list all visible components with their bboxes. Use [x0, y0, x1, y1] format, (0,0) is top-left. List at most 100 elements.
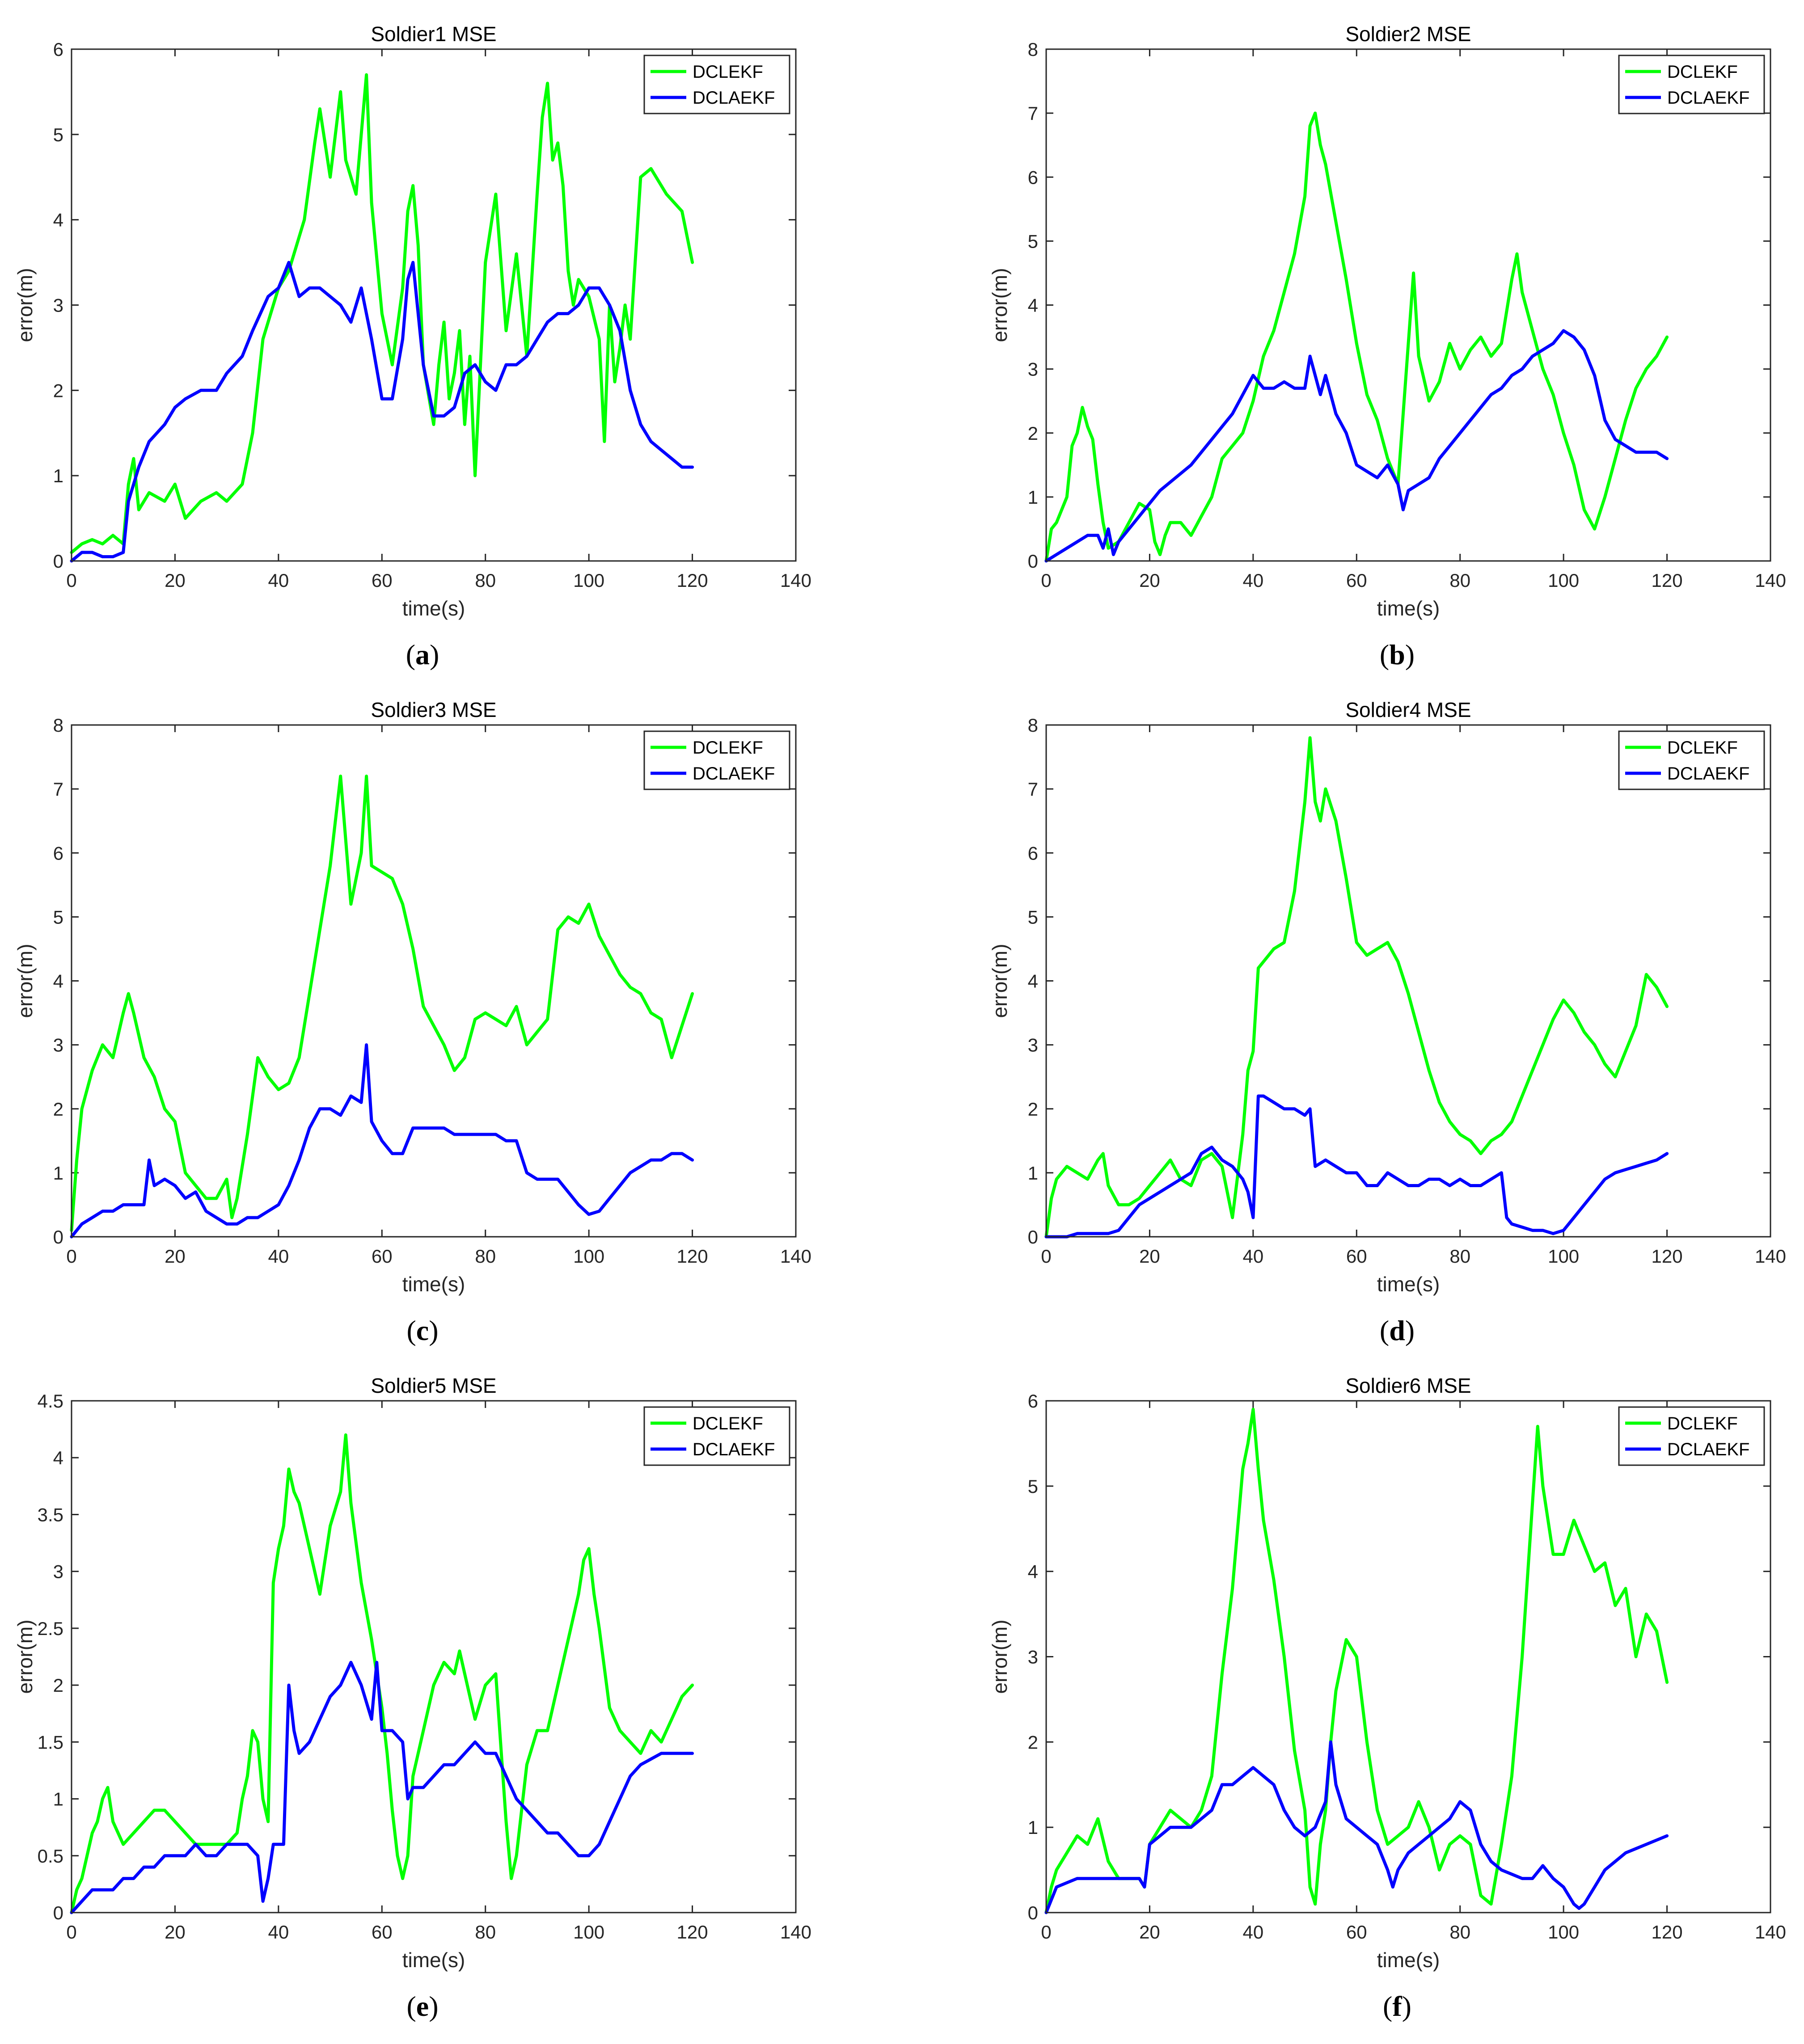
- legend-label-dclaekf: DCLAEKF: [693, 88, 775, 108]
- y-axis-label: error(m): [988, 1619, 1011, 1694]
- legend-label-dclaekf: DCLAEKF: [1667, 764, 1750, 784]
- x-tick-label: 80: [475, 1922, 496, 1943]
- y-tick-label: 2: [1028, 1732, 1038, 1753]
- y-tick-label: 6: [1028, 843, 1038, 864]
- x-tick-label: 20: [1139, 1246, 1160, 1267]
- y-tick-label: 6: [53, 39, 63, 60]
- series-line-dclaekf: [70, 1660, 694, 1914]
- y-tick-label: 8: [53, 715, 63, 736]
- x-tick-label: 80: [1449, 1246, 1470, 1267]
- y-tick-label: 2: [53, 380, 63, 401]
- y-tick-label: 5: [1028, 906, 1038, 927]
- caption-c: (c): [406, 1315, 439, 1346]
- y-tick-label: 5: [1028, 1476, 1038, 1497]
- y-tick-label: 3.5: [38, 1504, 63, 1525]
- legend-label-dclekf: DCLEKF: [693, 738, 763, 758]
- legend-box: [643, 730, 790, 790]
- plot-area: [72, 1401, 796, 1913]
- y-tick-label: 4.5: [38, 1391, 63, 1412]
- y-tick-label: 7: [1028, 103, 1038, 124]
- x-tick-label: 140: [780, 1922, 811, 1943]
- x-tick-label: 60: [1346, 1922, 1367, 1943]
- plot-area: [72, 49, 796, 561]
- x-tick-label: 20: [1139, 570, 1160, 591]
- y-axis-label: error(m): [13, 944, 37, 1018]
- x-tick-label: 40: [268, 1246, 289, 1267]
- x-tick-label: 40: [268, 1922, 289, 1943]
- x-tick-label: 100: [1548, 570, 1579, 591]
- chart-panel-6: 0 20 40 60 80 100 120 140 0 1 2 3 4 5 6 Soldier6 MSE tim…: [988, 1374, 1786, 1972]
- x-tick-label: 120: [677, 1922, 708, 1943]
- x-axis-label: time(s): [1377, 1273, 1440, 1296]
- x-tick-label: 60: [1346, 1246, 1367, 1267]
- x-tick-label: 80: [475, 570, 496, 591]
- y-tick-label: 5: [53, 906, 63, 927]
- legend-label-dclaekf: DCLAEKF: [1667, 88, 1750, 108]
- legend: DCLEKF DCLAEKF: [1618, 55, 1765, 114]
- y-tick-label: 2: [1028, 423, 1038, 444]
- series-line-dclaekf: [1044, 1094, 1669, 1239]
- legend-label-dclekf: DCLEKF: [693, 1414, 763, 1433]
- y-tick-label: 4: [53, 210, 63, 231]
- chart-title: Soldier2 MSE: [1345, 22, 1471, 46]
- x-tick-label: 60: [372, 1922, 393, 1943]
- y-tick-label: 2: [53, 1675, 63, 1696]
- y-axis-label: error(m): [13, 268, 37, 342]
- y-tick-label: 0: [53, 551, 63, 572]
- x-axis-label: time(s): [402, 1273, 465, 1296]
- y-tick-label: 1: [53, 465, 63, 486]
- legend-box: [1618, 55, 1765, 114]
- x-tick-label: 20: [165, 1246, 186, 1267]
- y-tick-label: 0: [1028, 1226, 1038, 1247]
- series-line-dclaekf: [70, 261, 694, 563]
- y-tick-label: 3: [53, 1561, 63, 1582]
- x-tick-label: 140: [1755, 1246, 1786, 1267]
- plot-frame: [1045, 1400, 1771, 1913]
- series-line-dclekf: [70, 1433, 694, 1914]
- caption-f: (f): [1383, 1990, 1411, 2022]
- y-tick-label: 0: [1028, 551, 1038, 572]
- legend-label-dclekf: DCLEKF: [1667, 1414, 1738, 1433]
- y-tick-label: 0: [53, 1226, 63, 1247]
- y-tick-label: 1: [1028, 1817, 1038, 1838]
- series-line-dclaekf: [1044, 1740, 1669, 1914]
- legend: DCLEKF DCLAEKF: [1618, 730, 1765, 790]
- legend-label-dclaekf: DCLAEKF: [693, 1440, 775, 1459]
- x-axis-label: time(s): [1377, 1948, 1440, 1972]
- y-tick-label: 0: [1028, 1902, 1038, 1923]
- x-tick-label: 120: [1652, 1246, 1683, 1267]
- chart-panel-2: 0 20 40 60 80 100 120 140 0 1 2 3 4 5 6 7 8 Soldier2 MSE t…: [988, 22, 1786, 620]
- y-tick-label: 3: [1028, 1647, 1038, 1668]
- plot-frame: [71, 724, 797, 1238]
- y-tick-label: 4: [1028, 971, 1038, 992]
- plot-area: [72, 725, 796, 1237]
- x-tick-label: 0: [66, 1922, 76, 1943]
- y-axis-label: error(m): [988, 268, 1011, 342]
- x-tick-label: 60: [1346, 570, 1367, 591]
- x-tick-label: 120: [1652, 570, 1683, 591]
- chart-title: Soldier1 MSE: [371, 22, 496, 46]
- x-tick-label: 20: [1139, 1922, 1160, 1943]
- legend-box: [643, 55, 790, 114]
- x-tick-label: 40: [1242, 1922, 1263, 1943]
- x-tick-label: 140: [780, 570, 811, 591]
- x-tick-label: 100: [1548, 1246, 1579, 1267]
- y-tick-label: 3: [53, 295, 63, 316]
- y-tick-label: 1.5: [38, 1732, 63, 1753]
- y-tick-label: 6: [53, 843, 63, 864]
- x-tick-label: 100: [573, 570, 604, 591]
- x-tick-label: 0: [1041, 570, 1051, 591]
- plot-frame: [1045, 48, 1771, 562]
- series-line-dclekf: [1044, 736, 1669, 1239]
- chart-panel-1: 0 20 40 60 80 100 120 140 0 1 2 3 4 5 6 Soldier1 MSE tim…: [13, 22, 811, 620]
- x-tick-label: 140: [780, 1246, 811, 1267]
- x-tick-label: 120: [677, 1246, 708, 1267]
- x-tick-label: 0: [66, 570, 76, 591]
- legend-box: [1618, 730, 1765, 790]
- y-tick-label: 1: [1028, 1163, 1038, 1184]
- legend: DCLEKF DCLAEKF: [643, 55, 790, 114]
- chart-title: Soldier6 MSE: [1345, 1374, 1471, 1397]
- plot-frame: [1045, 724, 1771, 1238]
- chart-title: Soldier4 MSE: [1345, 698, 1471, 721]
- series-line-dclekf: [1044, 111, 1669, 563]
